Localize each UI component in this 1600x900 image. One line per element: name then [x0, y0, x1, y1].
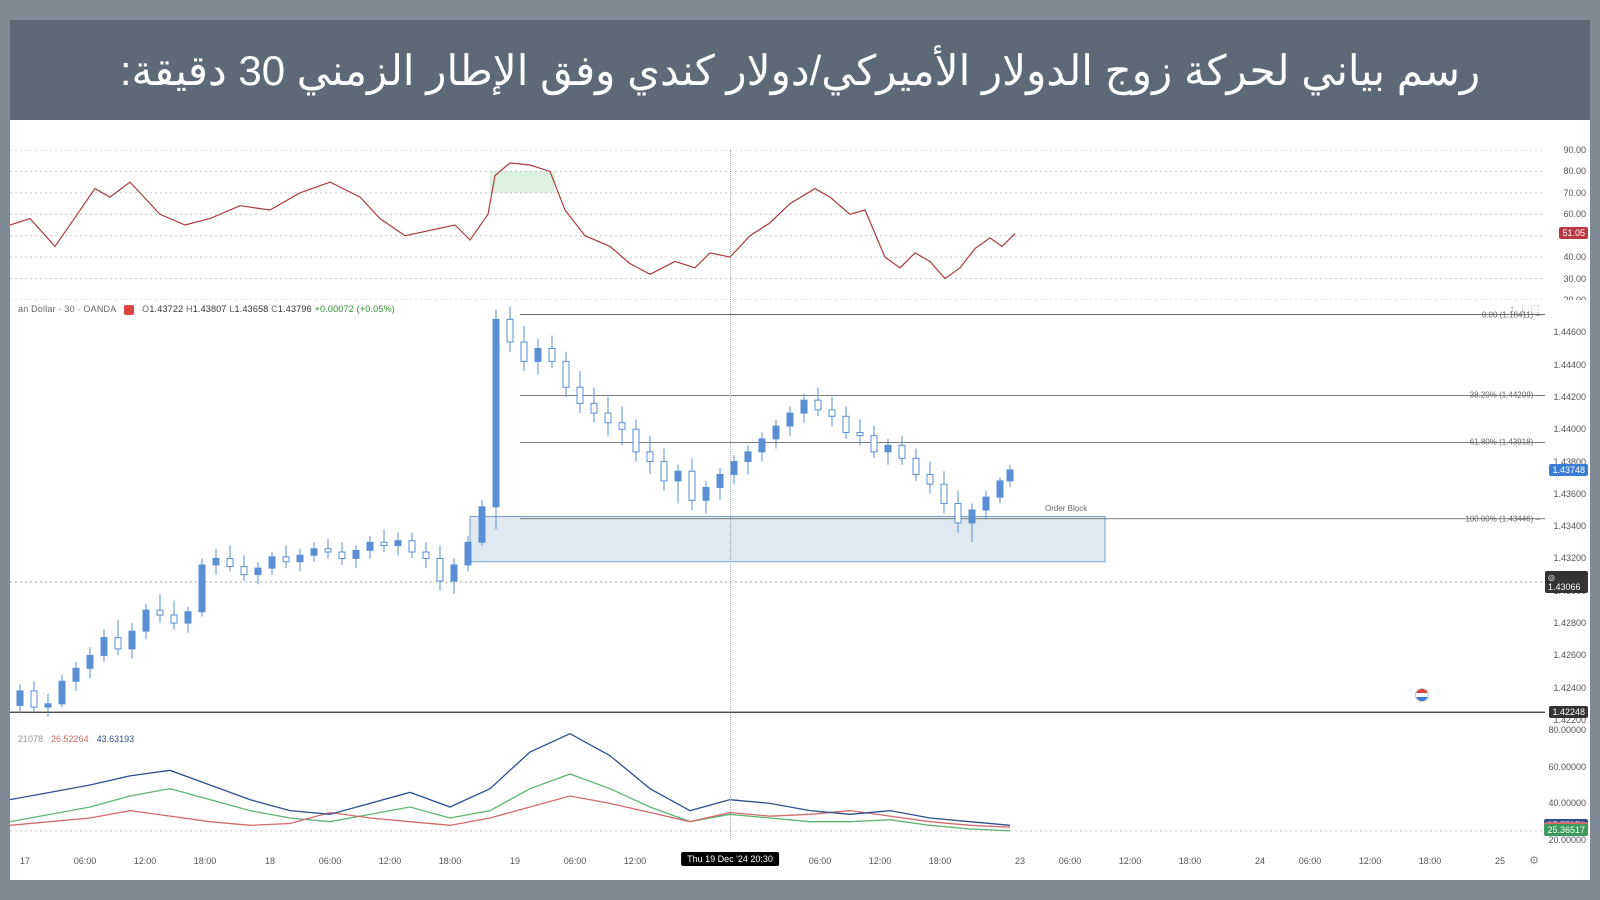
- chart-frame: رسم بياني لحركة زوج الدولار الأميركي/دول…: [10, 20, 1590, 880]
- x-axis: 1706:0012:0018:001806:0012:0018:001906:0…: [10, 850, 1545, 874]
- flag-icon: [1415, 688, 1429, 702]
- oscillator-panel[interactable]: 2107826.5226443.6319320.0000040.0000060.…: [10, 730, 1590, 840]
- page-title: رسم بياني لحركة زوج الدولار الأميركي/دول…: [120, 46, 1480, 95]
- rsi-panel[interactable]: 20.0030.0040.0050.0060.0070.0080.0090.00…: [10, 150, 1590, 300]
- crosshair-vertical: [730, 150, 731, 840]
- chart-area[interactable]: 20.0030.0040.0050.0060.0070.0080.0090.00…: [10, 120, 1590, 880]
- title-bar: رسم بياني لحركة زوج الدولار الأميركي/دول…: [10, 20, 1590, 120]
- panel-tools[interactable]: ↕ ↓ ⬚: [1509, 304, 1540, 315]
- symbol-info: an Dollar · 30 · OANDA O1.43722 H1.43807…: [18, 304, 395, 315]
- settings-icon[interactable]: ⚙: [1529, 854, 1539, 867]
- price-panel[interactable]: 0.00 (1.18411) –38.20% (1.44209) –61.80%…: [10, 300, 1590, 720]
- oscillator-values: 2107826.5226443.63193: [18, 734, 142, 744]
- crosshair-time-tooltip: Thu 19 Dec '24 20:30: [681, 852, 779, 866]
